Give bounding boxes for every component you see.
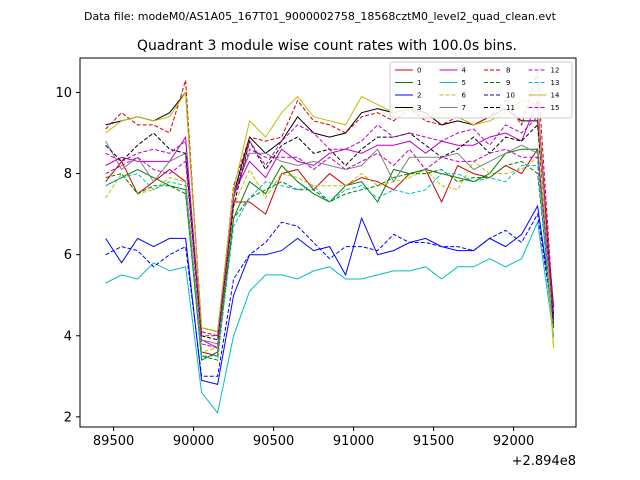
legend-label-6: 6 <box>462 92 467 100</box>
x-tick-label: 90000 <box>173 434 214 449</box>
x-tick-label: 90500 <box>253 434 294 449</box>
y-tick-label: 6 <box>64 248 72 263</box>
legend-label-9: 9 <box>506 79 510 87</box>
legend-label-8: 8 <box>506 67 510 75</box>
x-axis: 89500 90000 90500 91000 91500 92000 <box>93 427 534 449</box>
series-line-12 <box>105 115 555 337</box>
chart-suptitle: Data file: modeM0/AS1A05_167T01_90000027… <box>84 10 557 23</box>
series-line-5 <box>105 220 555 414</box>
legend-frame <box>389 61 573 119</box>
legend-label-2: 2 <box>417 92 421 100</box>
legend-label-1: 1 <box>417 79 421 87</box>
series-layer <box>105 72 555 414</box>
series-line-8 <box>105 72 555 337</box>
y-tick-label: 8 <box>64 167 72 182</box>
y-axis: 2 4 6 8 10 <box>55 86 80 425</box>
legend-label-3: 3 <box>417 104 421 112</box>
legend-label-11: 11 <box>506 104 515 112</box>
series-line-10 <box>105 212 555 377</box>
legend-label-0: 0 <box>417 67 421 75</box>
y-tick-label: 4 <box>64 329 72 344</box>
legend-label-7: 7 <box>462 104 466 112</box>
legend-label-14: 14 <box>551 92 560 100</box>
x-axis-offset-text: +2.894e8 <box>512 454 576 469</box>
series-line-6 <box>105 156 555 353</box>
series-line-9 <box>105 160 555 361</box>
series-line-14 <box>105 90 555 348</box>
x-tick-label: 89500 <box>93 434 134 449</box>
legend-label-12: 12 <box>551 67 560 75</box>
legend-label-13: 13 <box>551 79 560 87</box>
series-line-7 <box>105 140 555 345</box>
chart-title: Quadrant 3 module wise count rates with … <box>137 38 517 54</box>
legend-label-15: 15 <box>551 104 560 112</box>
series-line-0 <box>105 147 555 357</box>
x-tick-label: 91000 <box>333 434 374 449</box>
x-tick-label: 91500 <box>413 434 454 449</box>
series-line-13 <box>105 165 555 357</box>
y-tick-label: 10 <box>55 86 72 101</box>
legend-label-10: 10 <box>506 92 515 100</box>
series-line-15 <box>105 148 555 349</box>
legend-label-5: 5 <box>462 79 466 87</box>
series-line-4 <box>105 100 555 349</box>
x-tick-label: 92000 <box>493 434 534 449</box>
y-tick-label: 2 <box>64 410 72 425</box>
legend-label-4: 4 <box>462 67 467 75</box>
